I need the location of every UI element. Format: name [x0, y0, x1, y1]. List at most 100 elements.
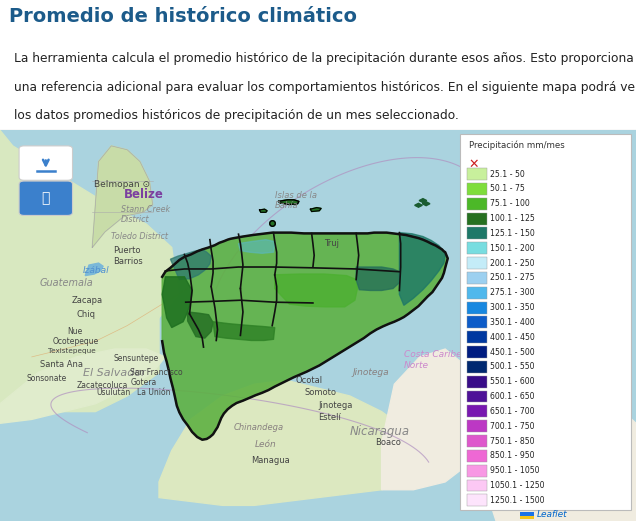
Text: Sonsonate: Sonsonate — [27, 374, 67, 383]
Bar — [467, 272, 487, 284]
FancyBboxPatch shape — [19, 146, 73, 180]
Text: una referencia adicional para evaluar los comportamientos históricos. En el sigu: una referencia adicional para evaluar lo… — [14, 81, 636, 94]
Text: 125.1 - 150: 125.1 - 150 — [490, 229, 535, 238]
Text: La herramienta calcula el promedio histórico de la precipitación durante esos añ: La herramienta calcula el promedio histó… — [14, 52, 633, 65]
Text: Izábal: Izábal — [83, 266, 109, 276]
Text: Sensuntepe: Sensuntepe — [113, 354, 158, 363]
Text: 275.1 - 300: 275.1 - 300 — [490, 288, 535, 297]
Text: Puerto
Barrios: Puerto Barrios — [113, 246, 143, 266]
Text: San André: San André — [461, 487, 501, 496]
Text: los datos promedios históricos de precipitación de un mes seleccionado.: los datos promedios históricos de precip… — [14, 109, 459, 122]
Polygon shape — [162, 232, 448, 440]
Polygon shape — [356, 267, 399, 291]
Bar — [467, 346, 487, 358]
Text: Ocotal: Ocotal — [296, 376, 323, 385]
Bar — [467, 435, 487, 447]
Text: 650.1 - 700: 650.1 - 700 — [490, 407, 535, 416]
Polygon shape — [159, 380, 432, 505]
Polygon shape — [0, 130, 178, 373]
Text: Jinotega: Jinotega — [353, 368, 390, 377]
Text: 150.1 - 200: 150.1 - 200 — [490, 244, 535, 253]
Polygon shape — [259, 209, 267, 213]
Bar — [467, 465, 487, 477]
Text: Promedio de histórico climático: Promedio de histórico climático — [9, 7, 357, 26]
Bar — [520, 512, 534, 516]
Text: Belize: Belize — [124, 188, 164, 201]
Text: Truj: Truj — [324, 239, 340, 248]
Bar — [467, 494, 487, 506]
Text: Jinotega: Jinotega — [318, 401, 352, 410]
Bar — [467, 420, 487, 432]
Bar — [467, 168, 487, 180]
FancyBboxPatch shape — [19, 181, 73, 216]
Text: 950.1 - 1050: 950.1 - 1050 — [490, 466, 540, 475]
Text: 25.1 - 50: 25.1 - 50 — [490, 169, 525, 179]
Bar — [467, 361, 487, 373]
Bar — [467, 183, 487, 195]
Text: Islas de la
Bahía: Islas de la Bahía — [275, 191, 317, 210]
Text: 700.1 - 750: 700.1 - 750 — [490, 421, 535, 431]
Text: 450.1 - 500: 450.1 - 500 — [490, 348, 535, 356]
Text: Stann Creek
District: Stann Creek District — [121, 205, 170, 224]
Bar — [467, 257, 487, 269]
Bar — [467, 242, 487, 254]
Polygon shape — [422, 202, 430, 206]
Polygon shape — [188, 312, 213, 338]
Text: Leaflet: Leaflet — [537, 510, 567, 519]
Polygon shape — [382, 349, 483, 490]
Text: Nicaragua: Nicaragua — [350, 425, 410, 438]
Polygon shape — [213, 321, 275, 341]
Text: Costa Caribe
Norte: Costa Caribe Norte — [404, 350, 462, 370]
Text: ✕: ✕ — [469, 158, 480, 171]
Bar — [467, 391, 487, 403]
Bar — [467, 480, 487, 491]
Bar — [467, 228, 487, 239]
Text: 550.1 - 600: 550.1 - 600 — [490, 377, 535, 386]
Polygon shape — [399, 232, 445, 305]
Bar — [467, 198, 487, 209]
Bar — [467, 450, 487, 462]
Text: Guatemala: Guatemala — [39, 278, 93, 288]
Text: Somoto: Somoto — [304, 388, 336, 396]
Text: 1250.1 - 1500: 1250.1 - 1500 — [490, 496, 545, 505]
Polygon shape — [162, 277, 192, 328]
Text: 300.1 - 350: 300.1 - 350 — [490, 303, 535, 312]
Text: La Unión: La Unión — [137, 388, 170, 396]
Bar — [520, 516, 534, 519]
Text: Boaco: Boaco — [375, 438, 401, 448]
Text: Usulután: Usulután — [97, 388, 131, 396]
Text: León: León — [254, 440, 276, 449]
Text: Belmopan ⊙: Belmopan ⊙ — [94, 180, 150, 189]
Text: Ocotepeque: Ocotepeque — [52, 337, 99, 346]
Text: ⛰: ⛰ — [41, 191, 50, 205]
Polygon shape — [471, 365, 636, 521]
Text: Chinandega: Chinandega — [234, 423, 284, 432]
Polygon shape — [238, 240, 275, 253]
Text: 400.1 - 450: 400.1 - 450 — [490, 333, 535, 342]
Bar — [467, 405, 487, 417]
Text: Nue: Nue — [67, 327, 82, 336]
Text: Zacapa: Zacapa — [71, 296, 102, 305]
Polygon shape — [0, 349, 165, 423]
Text: 850.1 - 950: 850.1 - 950 — [490, 451, 535, 461]
Text: Managua: Managua — [251, 456, 290, 465]
Text: Santa Ana: Santa Ana — [40, 360, 83, 369]
Bar — [467, 287, 487, 299]
Text: Toledo District: Toledo District — [111, 232, 169, 241]
Polygon shape — [170, 250, 211, 279]
Text: 1050.1 - 1250: 1050.1 - 1250 — [490, 481, 545, 490]
Text: San Francisco
Gotera: San Francisco Gotera — [130, 367, 183, 387]
Text: Petén: Petén — [33, 197, 59, 206]
Bar — [467, 331, 487, 343]
Text: Zacatecoluca: Zacatecoluca — [76, 380, 128, 390]
Bar — [467, 376, 487, 388]
Text: 600.1 - 650: 600.1 - 650 — [490, 392, 535, 401]
Polygon shape — [415, 203, 422, 207]
Polygon shape — [279, 200, 299, 205]
Text: 500.1 - 550: 500.1 - 550 — [490, 363, 535, 371]
Text: 750.1 - 850: 750.1 - 850 — [490, 437, 535, 445]
Polygon shape — [0, 287, 159, 412]
Bar — [467, 316, 487, 328]
Text: 350.1 - 400: 350.1 - 400 — [490, 318, 535, 327]
Text: Texistepeque: Texistepeque — [48, 348, 95, 354]
